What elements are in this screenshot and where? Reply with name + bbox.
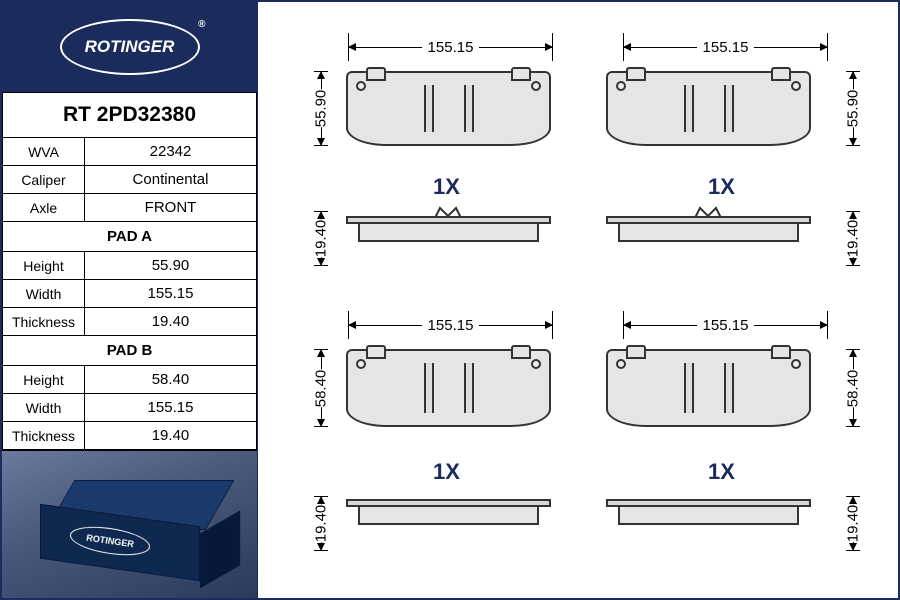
brake-pad-edge-view [606,216,811,242]
spec-value: 19.40 [85,308,257,336]
table-row: AxleFRONT [3,194,257,222]
spec-value: FRONT [85,194,257,222]
brand-logo-panel: ROTINGER ® [2,2,257,92]
quantity-label: 1X [433,174,460,200]
pad-face-row [318,344,838,432]
pad-a-drawing-group: 155.15 155.15 55.90 55.90 1X 1X 19.40 19… [278,36,878,296]
section-heading: PAD B [3,336,257,366]
table-row: Height58.40 [3,366,257,394]
dim-value: 58.40 [841,369,866,407]
dim-value: 19.40 [309,505,334,543]
product-box-image: ROTINGER [2,450,257,598]
left-column: ROTINGER ® RT 2PD32380 WVA22342 CaliperC… [2,2,257,598]
brake-pad-edge-view [606,499,811,525]
width-dimension: 155.15 [348,314,553,336]
brand-logo: ROTINGER ® [60,19,200,75]
spec-label: WVA [3,138,85,166]
thickness-dimension: 19.40 [838,211,868,266]
dim-value: 155.15 [422,317,480,334]
table-row: WVA22342 [3,138,257,166]
height-dimension: 55.90 [838,71,868,146]
pad-a-heading: PAD A [3,222,257,252]
spec-label: Thickness [3,308,85,336]
dim-value: 58.40 [309,369,334,407]
thickness-dimension: 19.40 [306,496,336,551]
spec-value: 155.15 [85,280,257,308]
table-row: Thickness19.40 [3,422,257,450]
brake-pad-face-view [346,349,551,427]
spec-value: Continental [85,166,257,194]
spec-table: RT 2PD32380 WVA22342 CaliperContinental … [2,92,257,450]
table-row: Width155.15 [3,394,257,422]
pad-edge-row [318,494,838,530]
pad-b-drawing-group: 155.15 155.15 58.40 58.40 1X 1X 19.40 19… [278,314,878,574]
product-box-3d: ROTINGER [40,480,220,570]
spec-label: Height [3,252,85,280]
brake-pad-face-view [606,349,811,427]
spec-value: 19.40 [85,422,257,450]
width-dimension: 155.15 [348,36,553,58]
dim-value: 155.15 [697,317,755,334]
dim-value: 155.15 [697,39,755,56]
dim-value: 19.40 [309,220,334,258]
height-dimension: 55.90 [306,71,336,146]
spec-value: 22342 [85,138,257,166]
spec-label: Caliper [3,166,85,194]
registered-icon: ® [198,19,205,30]
pad-edge-row [318,211,838,247]
dim-value: 55.90 [309,90,334,128]
table-row: Height55.90 [3,252,257,280]
spec-label: Thickness [3,422,85,450]
section-heading: PAD A [3,222,257,252]
brand-name: ROTINGER [85,37,175,57]
brake-pad-face-view [606,71,811,146]
thickness-dimension: 19.40 [838,496,868,551]
spec-value: 155.15 [85,394,257,422]
spec-label: Axle [3,194,85,222]
width-dimension: 155.15 [623,314,828,336]
table-row: Width155.15 [3,280,257,308]
dim-value: 55.90 [841,90,866,128]
datasheet-frame: ROTINGER ® RT 2PD32380 WVA22342 CaliperC… [0,0,900,600]
quantity-label: 1X [708,174,735,200]
spec-value: 58.40 [85,366,257,394]
dim-value: 155.15 [422,39,480,56]
brake-pad-edge-view [346,499,551,525]
part-number: RT 2PD32380 [3,93,257,138]
width-dimension: 155.15 [623,36,828,58]
thickness-dimension: 19.40 [306,211,336,266]
dim-value: 19.40 [841,220,866,258]
spec-label: Width [3,280,85,308]
table-row: Thickness19.40 [3,308,257,336]
quantity-label: 1X [433,459,460,485]
brake-pad-edge-view [346,216,551,242]
quantity-label: 1X [708,459,735,485]
height-dimension: 58.40 [306,349,336,427]
table-row: CaliperContinental [3,166,257,194]
height-dimension: 58.40 [838,349,868,427]
pad-b-heading: PAD B [3,336,257,366]
dim-value: 19.40 [841,505,866,543]
spec-value: 55.90 [85,252,257,280]
pad-face-row [318,66,838,151]
part-number-row: RT 2PD32380 [3,93,257,138]
technical-drawing: 155.15 155.15 55.90 55.90 1X 1X 19.40 19… [257,2,898,598]
brake-pad-face-view [346,71,551,146]
spec-label: Width [3,394,85,422]
spec-label: Height [3,366,85,394]
